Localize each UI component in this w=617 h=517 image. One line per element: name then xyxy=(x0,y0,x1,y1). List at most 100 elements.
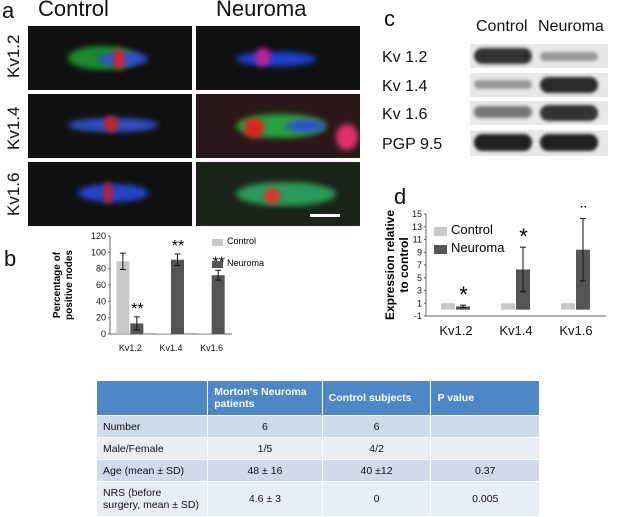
blot-label: Kv 1.2 xyxy=(382,49,428,66)
y-tick-label: 9 xyxy=(417,247,422,257)
legend-swatch xyxy=(434,227,447,236)
panel-a-row-label: Kv1.2 xyxy=(4,34,23,78)
legend-label: Control xyxy=(451,222,493,237)
bar xyxy=(116,261,130,334)
y-tick-label: 13 xyxy=(412,222,422,232)
blot-label: Kv 1.4 xyxy=(382,78,428,95)
x-tick-label: Kv1.2 xyxy=(119,343,142,353)
table-cell: NRS (before surgery, mean ± SD) xyxy=(95,481,209,517)
legend-label: Neuroma xyxy=(227,258,264,268)
blot-band xyxy=(474,134,532,151)
x-tick-label: Kv1.4 xyxy=(499,323,532,338)
bar xyxy=(561,303,575,310)
significance-marker: * xyxy=(459,282,468,307)
panel-a-row-label: Kv1.4 xyxy=(4,106,23,150)
panel-c-letter: c xyxy=(384,6,395,31)
chart-b: 0 20 40 60 80 100 120 Percentage of positive nod… xyxy=(52,231,264,353)
table-cell: 6 xyxy=(207,415,323,438)
blot-band xyxy=(540,77,598,93)
micrograph-neuroma-kv16 xyxy=(196,162,360,226)
legend-swatch xyxy=(212,261,223,268)
table-cell: Number xyxy=(95,415,209,438)
bar xyxy=(197,333,211,334)
x-tick-label: Kv1.6 xyxy=(200,343,223,353)
micrograph-control-kv12 xyxy=(28,26,192,90)
x-tick-label: Kv1.6 xyxy=(559,323,592,338)
table-cell: 1/5 xyxy=(207,437,323,460)
significance-marker: ** xyxy=(131,301,143,318)
table-cell: 6 xyxy=(321,415,432,438)
blot-band xyxy=(540,134,598,151)
table-cell: 0.005 xyxy=(430,481,540,517)
micrograph-neuroma-kv14 xyxy=(196,94,360,158)
x-tick-label: Kv1.2 xyxy=(439,323,472,338)
table-cell xyxy=(95,380,209,416)
table-cell xyxy=(430,415,540,438)
micrograph-neuroma-kv12 xyxy=(196,26,360,90)
legend-label: Neuroma xyxy=(451,240,505,255)
y-tick-label: 120 xyxy=(91,231,106,241)
y-axis-label: Percentage of xyxy=(52,251,63,318)
table-row: NRS (before surgery, mean ± SD) 4.6 ± 3 … xyxy=(95,481,540,517)
table-cell: Age (mean ± SD) xyxy=(95,459,209,482)
significance-marker: ** xyxy=(172,238,184,255)
panel-c-neuroma-heading: Neuroma xyxy=(538,18,604,35)
y-tick-label: 15 xyxy=(412,209,422,219)
blot-band xyxy=(474,80,532,89)
legend-swatch xyxy=(434,245,447,254)
table-cell: 4.6 ± 3 xyxy=(207,481,323,517)
y-axis-label: positive nodes xyxy=(64,250,75,320)
panel-b-letter: b xyxy=(4,246,17,271)
y-axis-label: to control xyxy=(397,237,411,292)
table-cell: 0 xyxy=(321,481,432,517)
table-cell: Morton's Neuroma patients xyxy=(207,380,323,416)
bar xyxy=(501,303,515,310)
table-row: Age (mean ± SD) 48 ± 16 40 ±12 0.37 xyxy=(95,459,540,482)
micrograph-control-kv14 xyxy=(28,94,192,158)
table-cell: 48 ± 16 xyxy=(207,459,323,482)
panel-a-row-label: Kv1.6 xyxy=(4,172,23,216)
legend-swatch xyxy=(212,239,223,246)
table-cell: 4/2 xyxy=(321,437,432,460)
table-row: Number 6 6 xyxy=(95,415,540,438)
y-axis-label: Expression relative xyxy=(384,210,397,320)
blot-band xyxy=(540,105,598,121)
y-tick-label: 0 xyxy=(101,329,106,339)
blot-label: Kv 1.6 xyxy=(382,106,428,123)
bar xyxy=(211,275,225,334)
bar xyxy=(157,333,170,334)
scale-bar xyxy=(310,214,340,217)
panel-a-letter: a xyxy=(2,0,15,23)
panel-d-letter: d xyxy=(394,184,407,209)
bar xyxy=(441,303,455,310)
table-row: Male/Female 1/5 4/2 xyxy=(95,437,540,460)
table-header-row: Morton's Neuroma patients Control subjec… xyxy=(95,380,540,416)
y-tick-label: -1 xyxy=(414,311,422,321)
y-tick-label: 40 xyxy=(96,296,106,306)
y-tick-label: 11 xyxy=(413,235,422,245)
table-cell: Male/Female xyxy=(95,437,209,460)
x-tick-label: Kv1.4 xyxy=(159,343,182,353)
micrograph-control-kv16 xyxy=(28,162,192,226)
table-cell xyxy=(430,437,540,460)
y-tick-label: 20 xyxy=(96,313,106,323)
blot-band xyxy=(540,52,598,61)
y-tick-label: 5 xyxy=(417,273,422,283)
y-tick-label: 100 xyxy=(91,247,106,257)
blot-label: PGP 9.5 xyxy=(382,136,443,153)
legend-label: Control xyxy=(227,236,256,246)
panel-c-control-heading: Control xyxy=(476,18,528,35)
bar xyxy=(171,259,184,334)
panel-a-control-heading: Control xyxy=(38,0,109,21)
table-cell: Control subjects xyxy=(321,380,432,416)
significance-marker: * xyxy=(579,206,588,220)
y-tick-label: 80 xyxy=(96,264,106,274)
table-cell: P value xyxy=(430,380,540,416)
demographics-table: Morton's Neuroma patients Control subjec… xyxy=(95,380,540,517)
blot-band xyxy=(474,48,532,64)
table-cell: 40 ±12 xyxy=(321,459,432,482)
y-tick-label: 3 xyxy=(417,286,422,296)
blot-band xyxy=(474,106,532,118)
y-tick-label: 7 xyxy=(417,260,422,270)
